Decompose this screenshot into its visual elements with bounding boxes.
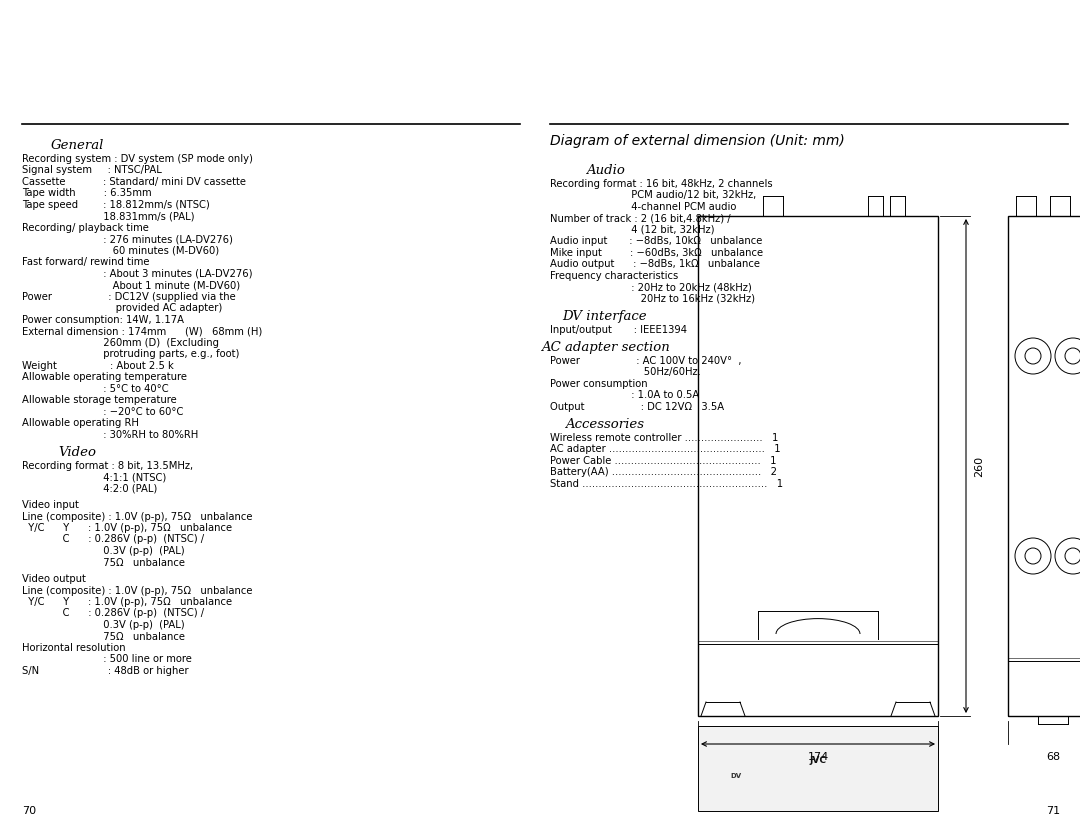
Text: C      : 0.286V (p-p)  (NTSC) /: C : 0.286V (p-p) (NTSC) / — [22, 535, 204, 545]
Text: provided AC adapter): provided AC adapter) — [22, 303, 222, 313]
Text: General: General — [51, 139, 104, 152]
Text: 71: 71 — [1045, 806, 1059, 816]
Text: Number of track : 2 (16 bit,4.8kHz) /: Number of track : 2 (16 bit,4.8kHz) / — [550, 213, 731, 223]
Text: Accessories: Accessories — [566, 418, 645, 431]
Text: Video: Video — [58, 446, 96, 459]
Text: : 276 minutes (LA-DV276): : 276 minutes (LA-DV276) — [22, 234, 233, 244]
Text: Video output: Video output — [22, 574, 86, 584]
Text: 75Ω   unbalance: 75Ω unbalance — [22, 631, 185, 641]
Text: 4:1:1 (NTSC): 4:1:1 (NTSC) — [22, 472, 166, 482]
Text: : −20°C to 60°C: : −20°C to 60°C — [22, 406, 184, 416]
Text: Power                  : AC 100V to 240V°  ,: Power : AC 100V to 240V° , — [550, 355, 742, 365]
Bar — [913, 796, 923, 806]
Text: Video input: Video input — [22, 500, 79, 510]
Text: 75Ω   unbalance: 75Ω unbalance — [22, 557, 185, 567]
Text: Audio: Audio — [585, 164, 624, 177]
Text: Fast forward/ rewind time: Fast forward/ rewind time — [22, 257, 149, 267]
Text: Audio input       : −8dBs, 10kΩ   unbalance: Audio input : −8dBs, 10kΩ unbalance — [550, 236, 762, 246]
Bar — [827, 796, 837, 806]
Bar — [698, 216, 939, 716]
Text: : 20Hz to 20kHz (48kHz): : 20Hz to 20kHz (48kHz) — [550, 282, 752, 292]
Text: Mike input         : −60dBs, 3kΩ   unbalance: Mike input : −60dBs, 3kΩ unbalance — [550, 248, 764, 258]
Text: Recording/ playback time: Recording/ playback time — [22, 223, 149, 233]
Text: 0.3V (p-p)  (PAL): 0.3V (p-p) (PAL) — [22, 546, 185, 556]
Text: Tape width         : 6.35mm: Tape width : 6.35mm — [22, 188, 151, 198]
Text: Signal system     : NTSC/PAL: Signal system : NTSC/PAL — [22, 165, 162, 175]
Text: Horizontal resolution: Horizontal resolution — [22, 643, 125, 653]
Text: PCM audio/12 bit, 32kHz,: PCM audio/12 bit, 32kHz, — [550, 190, 756, 200]
Text: Allowable operating RH: Allowable operating RH — [22, 418, 139, 428]
Text: Recording system : DV system (SP mode only): Recording system : DV system (SP mode on… — [22, 153, 253, 163]
Text: 20Hz to 16kHz (32kHz): 20Hz to 16kHz (32kHz) — [550, 294, 755, 304]
Text: Wireless remote controller ........................   1: Wireless remote controller .............… — [550, 433, 779, 443]
Text: Cassette            : Standard/ mini DV cassette: Cassette : Standard/ mini DV cassette — [22, 177, 246, 187]
Text: 260: 260 — [974, 455, 984, 476]
Bar — [904, 760, 916, 771]
Text: Output                  : DC 12VΩ   3.5A: Output : DC 12VΩ 3.5A — [550, 401, 724, 411]
Text: Battery(AA) ..............................................   2: Battery(AA) ............................… — [550, 467, 777, 477]
Text: Power consumption: Power consumption — [550, 379, 648, 389]
Text: 4:2:0 (PAL): 4:2:0 (PAL) — [22, 484, 158, 494]
Text: Power consumption: 14W, 1.17A: Power consumption: 14W, 1.17A — [22, 314, 184, 324]
Text: Input/output       : IEEE1394: Input/output : IEEE1394 — [550, 324, 687, 334]
Text: Allowable operating temperature: Allowable operating temperature — [22, 372, 187, 382]
Bar — [806, 756, 834, 773]
Text: Allowable storage temperature: Allowable storage temperature — [22, 395, 177, 405]
Text: 174: 174 — [808, 752, 828, 762]
Text: 260mm (D)  (Excluding: 260mm (D) (Excluding — [22, 338, 219, 348]
Bar — [1008, 216, 1080, 716]
Text: Y/C      Y      : 1.0V (p-p), 75Ω   unbalance: Y/C Y : 1.0V (p-p), 75Ω unbalance — [22, 523, 232, 533]
Text: Tape speed        : 18.812mm/s (NTSC): Tape speed : 18.812mm/s (NTSC) — [22, 199, 210, 209]
Text: DV: DV — [730, 773, 742, 780]
Text: External dimension : 174mm      (W)   68mm (H): External dimension : 174mm (W) 68mm (H) — [22, 326, 262, 336]
Bar — [855, 796, 866, 806]
Text: Power                  : DC12V (supplied via the: Power : DC12V (supplied via the — [22, 292, 235, 302]
Text: 60 minutes (M-DV60): 60 minutes (M-DV60) — [22, 245, 219, 255]
Text: 70: 70 — [22, 806, 36, 816]
Text: Line (composite) : 1.0V (p-p), 75Ω   unbalance: Line (composite) : 1.0V (p-p), 75Ω unbal… — [22, 511, 253, 521]
Bar — [770, 796, 780, 806]
Bar — [868, 756, 896, 773]
Text: Frequency characteristics: Frequency characteristics — [550, 270, 678, 280]
Bar — [888, 760, 900, 771]
Text: 0.3V (p-p)  (PAL): 0.3V (p-p) (PAL) — [22, 620, 185, 630]
Text: 50Hz/60Hz.: 50Hz/60Hz. — [550, 367, 701, 377]
Text: Weight                 : About 2.5 k: Weight : About 2.5 k — [22, 360, 174, 370]
Text: 18.831mm/s (PAL): 18.831mm/s (PAL) — [22, 211, 194, 221]
Text: AC adapter section: AC adapter section — [541, 341, 670, 354]
Text: Diagram of external dimension (Unit: mm): Diagram of external dimension (Unit: mm) — [550, 134, 845, 148]
Bar — [743, 756, 771, 773]
Text: S/N                      : 48dB or higher: S/N : 48dB or higher — [22, 666, 189, 676]
Text: Recording format : 8 bit, 13.5MHz,: Recording format : 8 bit, 13.5MHz, — [22, 460, 193, 470]
Text: C      : 0.286V (p-p)  (NTSC) /: C : 0.286V (p-p) (NTSC) / — [22, 609, 204, 619]
Text: Audio output      : −8dBs, 1kΩ   unbalance: Audio output : −8dBs, 1kΩ unbalance — [550, 259, 760, 269]
Text: Recording format : 16 bit, 48kHz, 2 channels: Recording format : 16 bit, 48kHz, 2 chan… — [550, 178, 772, 188]
Bar — [872, 760, 885, 771]
Bar — [706, 741, 724, 758]
Bar — [885, 796, 894, 806]
Text: : 1.0A to 0.5A: : 1.0A to 0.5A — [550, 390, 699, 400]
Text: : About 3 minutes (LA-DV276): : About 3 minutes (LA-DV276) — [22, 269, 253, 279]
Text: Line (composite) : 1.0V (p-p), 75Ω   unbalance: Line (composite) : 1.0V (p-p), 75Ω unbal… — [22, 585, 253, 595]
Text: : 5°C to 40°C: : 5°C to 40°C — [22, 384, 168, 394]
Text: 4-channel PCM audio: 4-channel PCM audio — [550, 202, 737, 212]
Bar — [713, 796, 723, 806]
Bar — [920, 760, 932, 771]
Text: Stand .........................................................   1: Stand ..................................… — [550, 479, 783, 489]
Text: DV interface: DV interface — [563, 310, 647, 323]
Text: Y/C      Y      : 1.0V (p-p), 75Ω   unbalance: Y/C Y : 1.0V (p-p), 75Ω unbalance — [22, 597, 232, 607]
Text: protruding parts, e.g., foot): protruding parts, e.g., foot) — [22, 349, 240, 359]
Text: About 1 minute (M-DV60): About 1 minute (M-DV60) — [22, 280, 240, 290]
Text: : 500 line or more: : 500 line or more — [22, 655, 192, 665]
Text: : 30%RH to 80%RH: : 30%RH to 80%RH — [22, 430, 199, 440]
Text: Power Cable .............................................   1: Power Cable ............................… — [550, 455, 777, 465]
Text: 68: 68 — [1045, 752, 1061, 762]
Bar — [698, 726, 939, 811]
Bar — [742, 796, 752, 806]
Text: JVC: JVC — [810, 756, 826, 765]
Text: AC adapter ................................................   1: AC adapter .............................… — [550, 444, 781, 454]
Text: 4 (12 bit, 32kHz): 4 (12 bit, 32kHz) — [550, 224, 715, 234]
Bar — [799, 796, 809, 806]
